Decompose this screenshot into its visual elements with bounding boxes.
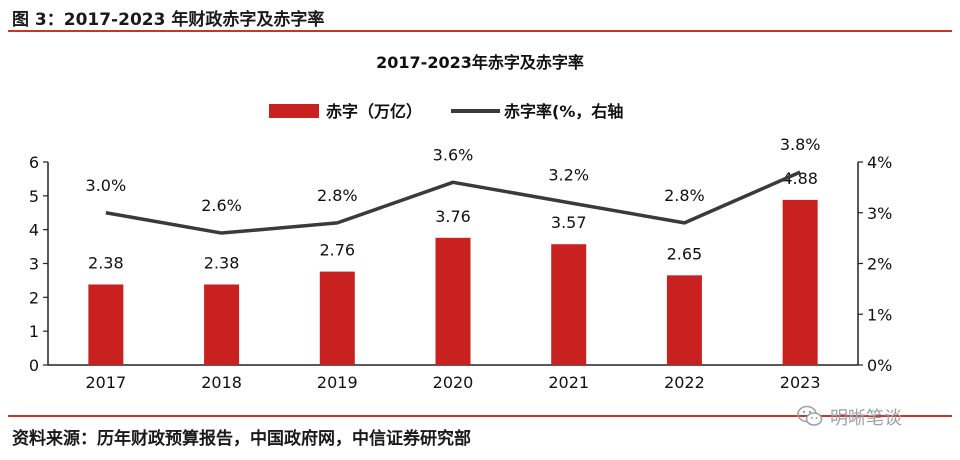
y-left-tick-label: 6 (29, 153, 39, 172)
deficit-bar-label: 2.38 (204, 253, 240, 272)
y-left-tick-label: 4 (29, 221, 39, 240)
y-left-tick-label: 5 (29, 187, 39, 206)
chart-title: 2017-2023年赤字及赤字率 (376, 53, 584, 72)
source-note: 资料来源：历年财政预算报告，中国政府网，中信证券研究部 (12, 429, 471, 449)
deficit-rate-label: 2.6% (201, 196, 242, 215)
figure-header: 图 3：2017-2023 年财政赤字及赤字率 (0, 0, 960, 30)
watermark-text: 明晰笔谈 (830, 408, 902, 429)
x-tick-label: 2020 (433, 373, 474, 392)
deficit-bar-label: 4.88 (782, 169, 818, 188)
deficit-bar (551, 244, 587, 365)
y-right-tick-label: 3% (867, 204, 892, 223)
x-tick-label: 2021 (548, 373, 589, 392)
legend-label-deficit-rate: 赤字率(%，右轴 (504, 102, 623, 121)
deficit-bar-label: 3.57 (551, 213, 587, 232)
deficit-bar-label: 2.38 (88, 253, 124, 272)
deficit-bar-label: 2.76 (319, 241, 355, 260)
y-left-tick-label: 3 (29, 255, 39, 274)
deficit-rate-label: 2.8% (664, 186, 705, 205)
deficit-bar (319, 271, 355, 365)
deficit-bar (435, 237, 471, 365)
deficit-bar (666, 275, 702, 365)
x-tick-label: 2019 (317, 373, 358, 392)
deficit-bar (782, 199, 818, 365)
x-tick-label: 2022 (664, 373, 705, 392)
deficit-bar-label: 3.76 (435, 207, 471, 226)
y-right-tick-label: 4% (867, 153, 892, 172)
y-right-tick-label: 2% (867, 255, 892, 274)
y-left-tick-label: 1 (29, 322, 39, 341)
legend-swatch-deficit (269, 104, 319, 118)
bottom-divider (8, 415, 952, 417)
watermark: 明晰笔谈 (796, 402, 946, 430)
wechat-icon (797, 405, 823, 426)
deficit-bar (88, 284, 124, 365)
legend-label-deficit: 赤字（万亿） (326, 102, 422, 121)
deficit-bar-label: 2.65 (667, 244, 703, 263)
x-tick-label: 2017 (85, 373, 126, 392)
y-left-tick-label: 0 (29, 356, 39, 375)
deficit-rate-label: 2.8% (317, 186, 358, 205)
figure-label: 图 3：2017-2023 年财政赤字及赤字率 (12, 10, 325, 30)
y-left-tick-label: 2 (29, 288, 39, 307)
top-divider (8, 30, 952, 32)
deficit-rate-label: 3.0% (86, 176, 127, 195)
deficit-rate-line (105, 170, 801, 235)
deficit-bar (204, 284, 240, 365)
deficit-rate-label: 3.6% (433, 145, 474, 164)
y-right-tick-label: 0% (867, 356, 892, 375)
x-tick-label: 2023 (780, 373, 821, 392)
y-right-tick-label: 1% (867, 305, 892, 324)
x-tick-label: 2018 (201, 373, 242, 392)
deficit-rate-label: 3.2% (548, 166, 589, 185)
deficit-rate-label: 3.8% (780, 135, 821, 154)
